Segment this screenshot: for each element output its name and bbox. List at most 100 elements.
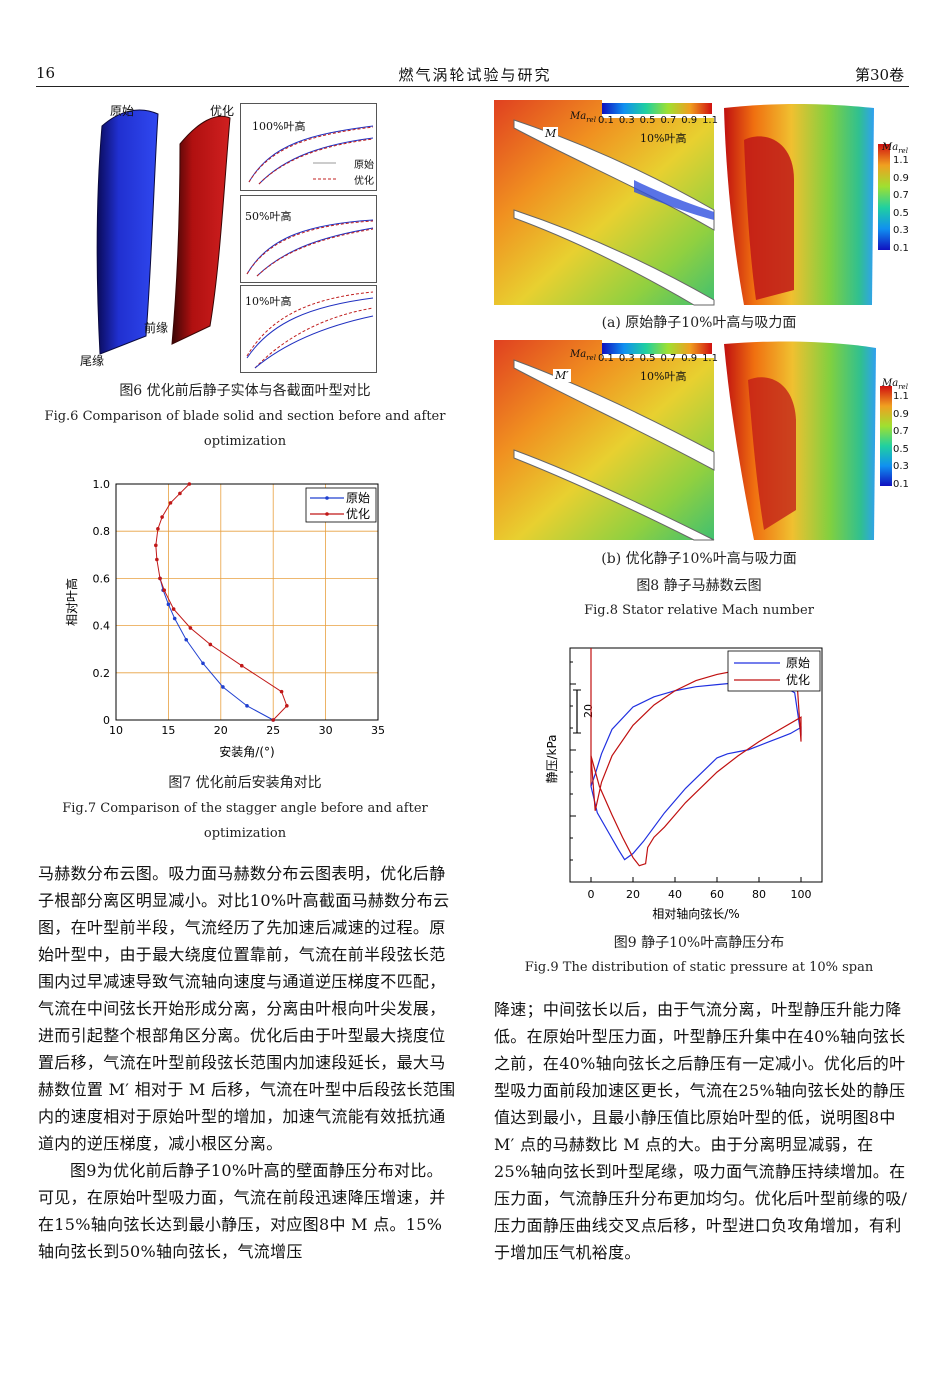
data-point xyxy=(239,663,244,668)
body-left-column: 马赫数分布云图。吸力面马赫数分布云图表明，优化后静子根部分离区明显减小。对比10… xyxy=(38,860,456,1265)
data-point xyxy=(178,491,182,496)
fig8b-span-label: 10%叶高 xyxy=(640,370,687,383)
fig8a-subcaption: (a) 原始静子10%叶高与吸力面 xyxy=(601,315,797,331)
fig8a-colorbar-title: Marel xyxy=(570,111,596,124)
data-point xyxy=(285,704,289,708)
label-original: 原始 xyxy=(110,104,135,118)
page-number: 16 xyxy=(36,64,56,82)
fig8a-right-cbar-ticks: 1.1 0.9 0.7 0.5 0.3 0.1 xyxy=(893,155,909,254)
optimized-blade-shape xyxy=(171,115,231,345)
legend-marker xyxy=(325,512,329,516)
legend-label: 原始 xyxy=(786,656,810,670)
y-axis-label: 静压/kPa xyxy=(545,734,559,783)
panel-10-curves xyxy=(246,291,374,369)
legend-marker xyxy=(325,496,329,500)
label-trailing-edge: 尾缘 xyxy=(80,354,105,368)
fig9-caption-cn: 图9 静子10%叶高静压分布 xyxy=(613,935,785,951)
label-leading-edge: 前缘 xyxy=(144,321,169,335)
fig9-caption-en: Fig.9 The distribution of static pressur… xyxy=(524,960,874,975)
x-tick-label: 40 xyxy=(668,888,682,901)
fig8a-contours xyxy=(494,100,890,306)
y-tick-label: 0.8 xyxy=(93,525,111,538)
data-point xyxy=(221,685,225,689)
header-rule xyxy=(36,86,909,87)
legend-label: 优化 xyxy=(786,673,810,687)
x-tick-label: 35 xyxy=(371,724,385,737)
y-tick-label: 1.0 xyxy=(93,478,111,491)
data-point xyxy=(155,557,159,562)
fig6-caption-en-2: optimization xyxy=(203,434,287,449)
panel-10-label: 10%叶高 xyxy=(245,295,292,308)
x-tick-label: 10 xyxy=(109,724,123,737)
data-point xyxy=(154,543,158,548)
fig8b-marker: M′ xyxy=(553,369,571,382)
legend-box xyxy=(305,487,377,523)
x-tick-label: 20 xyxy=(626,888,640,901)
legend-label: 原始 xyxy=(346,491,370,505)
fig8a-right-cbar-title: Marel xyxy=(882,142,908,155)
y-tick-label: 0 xyxy=(103,714,110,727)
y-axis-label: 相对叶高 xyxy=(64,578,79,626)
x-axis-label: 相对轴向弦长/% xyxy=(652,906,739,921)
body-paragraph-3: 降速；中间弦长以后，由于气流分离，叶型静压升能力降低。在原始叶型压力面，叶型静压… xyxy=(494,1000,908,1262)
data-point xyxy=(168,501,173,505)
data-point xyxy=(188,626,193,630)
data-point xyxy=(208,642,213,647)
y-tick-label: 0.6 xyxy=(93,572,111,585)
x-tick-label: 25 xyxy=(266,724,280,737)
data-point xyxy=(171,607,176,611)
data-point xyxy=(201,661,205,666)
series-line-optimized xyxy=(155,483,288,721)
fig7-chart: 10 15 20 25 30 35 0 0.2 0.4 0.6 0.8 1.0 安装角/(°) 相对叶高 原… xyxy=(64,478,385,759)
fig8-caption-cn: 图8 静子马赫数云图 xyxy=(636,578,762,594)
original-blade-shape xyxy=(96,109,159,355)
fig8a-marker: M xyxy=(543,127,559,140)
x-tick-label: 80 xyxy=(752,888,766,901)
journal-title: 燃气涡轮试验与研究 xyxy=(398,66,552,84)
fig8a-span-label: 10%叶高 xyxy=(640,132,687,145)
data-point xyxy=(162,588,167,592)
x-tick-label: 100 xyxy=(791,888,812,901)
panel-100-curves xyxy=(248,125,374,185)
fig7-caption-en-2: optimization xyxy=(203,826,287,841)
fig6-caption-cn: 图6 优化前后静子实体与各截面叶型对比 xyxy=(119,383,371,399)
data-point xyxy=(279,689,284,694)
fig8b-contours xyxy=(494,340,892,541)
legend-original: 原始 xyxy=(354,160,374,171)
body-paragraph-2: 图9为优化前后静子10%叶高的壁面静压分布对比。可见，在原始叶型吸力面，气流在前… xyxy=(38,1161,446,1261)
plot-frame xyxy=(115,483,379,721)
fig8b-right-cbar-ticks: 1.1 0.9 0.7 0.5 0.3 0.1 xyxy=(893,391,909,490)
data-point xyxy=(184,637,189,642)
fig8a-colorbar-ticks: 0.1 0.3 0.5 0.7 0.9 1.1 xyxy=(598,115,718,126)
panel-100-label: 100%叶高 xyxy=(252,120,306,133)
body-paragraph-1: 马赫数分布云图。吸力面马赫数分布云图表明，优化后静子根部分离区明显减小。对比10… xyxy=(38,864,456,1153)
series-line-original xyxy=(590,681,802,861)
data-point xyxy=(271,718,275,722)
x-tick-label: 30 xyxy=(319,724,333,737)
data-point xyxy=(245,704,249,708)
plot-frame xyxy=(569,647,823,883)
panel-10-span: 10%叶高 xyxy=(240,285,377,373)
legend-box xyxy=(727,650,821,692)
x-tick-label: 60 xyxy=(710,888,724,901)
legend-optimized: 优化 xyxy=(354,176,374,187)
fig8-caption-en: Fig.8 Stator relative Mach number xyxy=(584,603,814,618)
fig8b-subcaption: (b) 优化静子10%叶高与吸力面 xyxy=(601,551,797,567)
fig7-caption-cn: 图7 优化前后安装角对比 xyxy=(168,775,322,791)
data-point xyxy=(160,515,164,519)
fig6-blade-solids xyxy=(96,109,231,355)
fig7-caption-en-1: Fig.7 Comparison of the stagger angle be… xyxy=(62,801,428,816)
panel-50-curves xyxy=(246,219,374,277)
x-tick-label: 20 xyxy=(214,724,228,737)
panel-50-label: 50%叶高 xyxy=(245,210,292,223)
panel-50-span: 50%叶高 xyxy=(240,195,377,283)
body-right-column: 降速；中间弦长以后，由于气流分离，叶型静压升能力降低。在原始叶型压力面，叶型静压… xyxy=(494,996,908,1266)
fig8b-colorbar-ticks: 0.1 0.3 0.5 0.7 0.9 1.1 xyxy=(598,353,718,364)
fig8b-right-cbar-title: Marel xyxy=(882,378,908,391)
data-point xyxy=(187,482,192,486)
x-axis-label: 安装角/(°) xyxy=(219,744,274,759)
fig8b-colorbar-title: Marel xyxy=(570,349,596,362)
panel-100-span: 100%叶高 原始 优化 xyxy=(240,103,377,191)
x-tick-label: 15 xyxy=(161,724,175,737)
